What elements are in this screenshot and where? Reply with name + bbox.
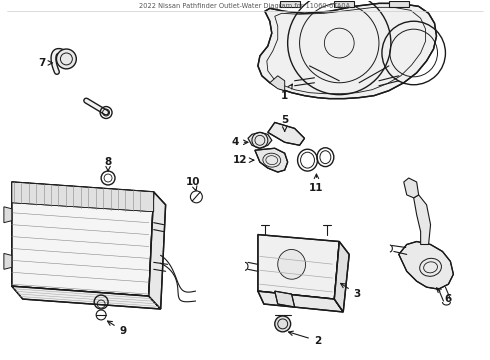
Polygon shape bbox=[389, 1, 409, 7]
Circle shape bbox=[56, 49, 76, 69]
Text: 3: 3 bbox=[341, 283, 361, 299]
Text: 5: 5 bbox=[281, 116, 288, 131]
Polygon shape bbox=[414, 195, 431, 244]
Text: 9: 9 bbox=[107, 321, 126, 336]
Text: 2022 Nissan Pathfinder Outlet-Water Diagram for 11060-6TA0A: 2022 Nissan Pathfinder Outlet-Water Diag… bbox=[140, 3, 350, 9]
Polygon shape bbox=[4, 253, 12, 269]
Polygon shape bbox=[12, 286, 161, 309]
Polygon shape bbox=[280, 1, 299, 7]
Text: 4: 4 bbox=[231, 137, 248, 147]
Polygon shape bbox=[149, 192, 166, 309]
Polygon shape bbox=[270, 76, 285, 91]
Polygon shape bbox=[399, 242, 453, 289]
Text: 1: 1 bbox=[281, 84, 293, 101]
Polygon shape bbox=[4, 207, 12, 223]
Polygon shape bbox=[258, 291, 343, 312]
Polygon shape bbox=[334, 242, 349, 312]
Ellipse shape bbox=[278, 249, 306, 279]
Polygon shape bbox=[334, 1, 354, 7]
Polygon shape bbox=[404, 178, 418, 198]
Polygon shape bbox=[258, 3, 437, 99]
Text: 6: 6 bbox=[437, 288, 452, 304]
Polygon shape bbox=[255, 148, 288, 172]
Polygon shape bbox=[258, 235, 339, 299]
Polygon shape bbox=[268, 122, 305, 145]
Text: 2: 2 bbox=[289, 331, 321, 346]
Text: 10: 10 bbox=[186, 177, 200, 191]
Polygon shape bbox=[275, 291, 294, 307]
Circle shape bbox=[275, 316, 291, 332]
Text: 8: 8 bbox=[104, 157, 112, 171]
Text: 12: 12 bbox=[233, 155, 254, 165]
Text: 11: 11 bbox=[309, 174, 324, 193]
Text: 7: 7 bbox=[38, 58, 52, 68]
Polygon shape bbox=[248, 132, 272, 148]
Polygon shape bbox=[12, 182, 154, 212]
Polygon shape bbox=[12, 182, 154, 296]
